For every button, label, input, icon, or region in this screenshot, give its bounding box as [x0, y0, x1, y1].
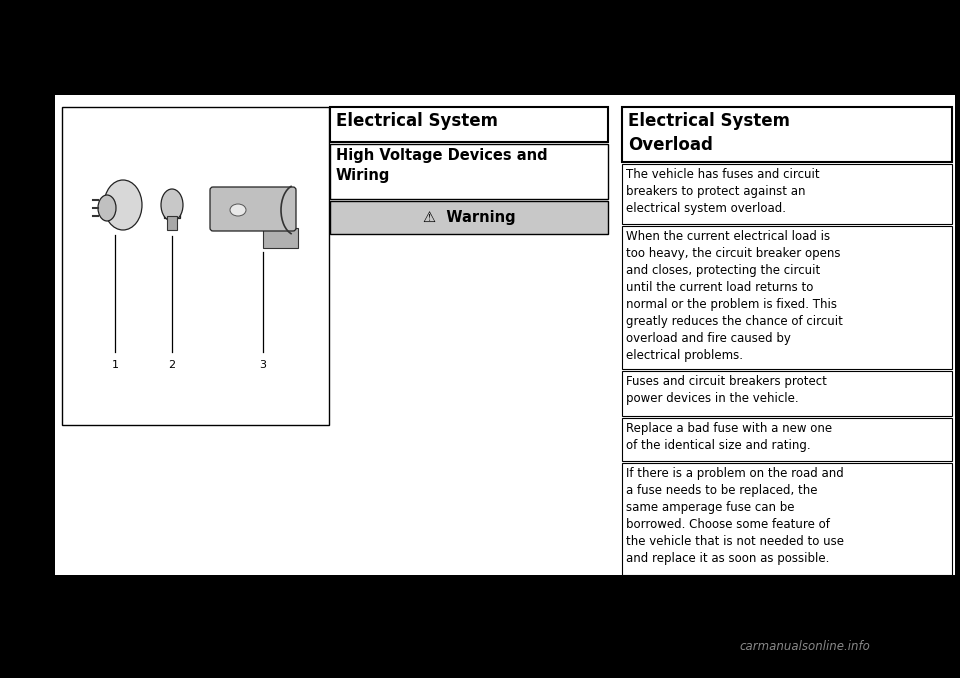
FancyBboxPatch shape	[210, 187, 296, 231]
Bar	[263, 228, 298, 248]
Bar	[622, 418, 952, 461]
Bar	[62, 107, 329, 425]
Bar	[622, 463, 952, 575]
Ellipse shape	[161, 189, 183, 221]
Ellipse shape	[104, 180, 142, 230]
Bar	[330, 144, 608, 199]
Text: 2: 2	[168, 360, 176, 370]
Text: 1: 1	[111, 360, 118, 370]
Bar	[622, 164, 952, 224]
Bar	[622, 107, 952, 162]
Bar	[622, 226, 952, 369]
Bar	[330, 107, 608, 142]
Bar	[330, 201, 608, 234]
Text: Fuses and circuit breakers protect
power devices in the vehicle.: Fuses and circuit breakers protect power…	[626, 375, 827, 405]
Text: High Voltage Devices and
Wiring: High Voltage Devices and Wiring	[336, 148, 547, 183]
Text: The vehicle has fuses and circuit
breakers to protect against an
electrical syst: The vehicle has fuses and circuit breake…	[626, 168, 820, 215]
Text: ⚠  Warning: ⚠ Warning	[422, 210, 516, 225]
Text: Electrical System: Electrical System	[336, 112, 498, 130]
Bar	[164, 196, 180, 218]
Text: Replace a bad fuse with a new one
of the identical size and rating.: Replace a bad fuse with a new one of the…	[626, 422, 832, 452]
Ellipse shape	[230, 204, 246, 216]
Bar	[55, 95, 955, 575]
Text: 3: 3	[259, 360, 267, 370]
Ellipse shape	[98, 195, 116, 221]
Text: If there is a problem on the road and
a fuse needs to be replaced, the
same ampe: If there is a problem on the road and a …	[626, 467, 844, 565]
Bar	[622, 371, 952, 416]
Text: When the current electrical load is
too heavy, the circuit breaker opens
and clo: When the current electrical load is too …	[626, 230, 843, 362]
Text: Electrical System
Overload: Electrical System Overload	[628, 112, 790, 154]
Bar	[167, 216, 177, 230]
Text: carmanualsonline.info: carmanualsonline.info	[739, 640, 870, 653]
